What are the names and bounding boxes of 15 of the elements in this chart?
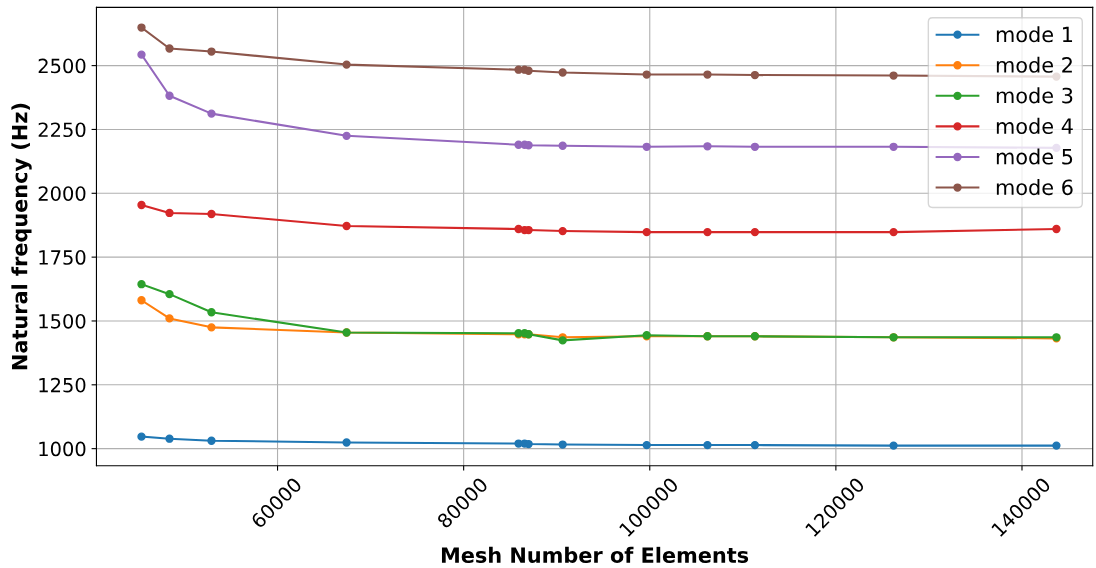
legend-label: mode 6 bbox=[996, 179, 1073, 196]
y-tick-label: 1750 bbox=[39, 250, 86, 265]
y-tick-label: 2250 bbox=[38, 122, 86, 138]
y-tick-label: 2000 bbox=[38, 186, 86, 201]
legend-label: mode 5 bbox=[996, 148, 1073, 165]
y-tick-label: 1250 bbox=[39, 377, 86, 393]
y-tick-label: 1500 bbox=[39, 313, 86, 329]
y-axis-title: Natural frequency (Hz) bbox=[11, 103, 32, 370]
legend-label: mode 1 bbox=[996, 26, 1073, 43]
legend-label: mode 3 bbox=[996, 87, 1073, 104]
legend-label: mode 2 bbox=[996, 56, 1072, 73]
y-tick-label: 1000 bbox=[39, 441, 86, 457]
y-tick-label: 2500 bbox=[38, 58, 86, 74]
x-axis-title: Mesh Number of Elements bbox=[441, 546, 749, 563]
legend-label: mode 4 bbox=[996, 117, 1073, 134]
